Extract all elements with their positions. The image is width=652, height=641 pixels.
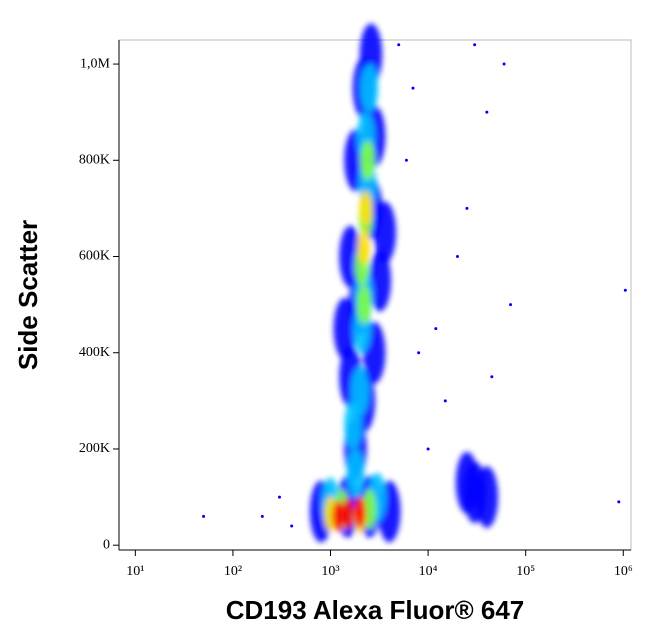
- event-dot: [465, 206, 469, 210]
- event-dot: [455, 255, 459, 259]
- x-tick-label: 10⁴: [419, 564, 438, 579]
- x-tick-label: 10¹: [126, 564, 144, 579]
- density-blob: [475, 466, 499, 528]
- x-tick-label: 10²: [224, 564, 242, 579]
- event-dot: [290, 524, 294, 528]
- event-dot: [434, 327, 438, 331]
- x-axis-title: CD193 Alexa Fluor® 647: [226, 595, 525, 625]
- event-dot: [623, 288, 627, 292]
- y-axis-title: Side Scatter: [13, 220, 43, 370]
- y-tick-label: 0: [103, 537, 110, 552]
- density-blob: [333, 297, 356, 360]
- event-dot: [490, 375, 494, 379]
- density-blob: [346, 448, 365, 498]
- event-dot: [473, 43, 477, 47]
- event-dot: [617, 500, 621, 504]
- density-blob: [368, 249, 392, 312]
- density-cloud: [309, 23, 499, 543]
- event-dot: [485, 110, 489, 114]
- density-blob: [360, 63, 379, 113]
- event-dot: [202, 514, 206, 518]
- event-dot: [397, 43, 401, 47]
- event-dot: [443, 399, 447, 403]
- density-blob: [455, 451, 479, 514]
- density-blob: [351, 367, 369, 416]
- x-tick-label: 10⁶: [614, 564, 633, 579]
- event-dot: [417, 351, 421, 355]
- density-blob: [373, 201, 397, 264]
- density-blob: [332, 500, 344, 532]
- density-blob: [354, 497, 366, 528]
- event-dot: [277, 495, 281, 499]
- event-dot: [404, 158, 408, 162]
- x-tick-label: 10³: [321, 564, 339, 579]
- density-blob: [357, 229, 371, 265]
- density-blob: [342, 498, 354, 530]
- density-blob: [356, 284, 372, 325]
- y-tick-label: 200K: [79, 441, 110, 456]
- x-tick-label: 10⁵: [516, 564, 535, 579]
- event-dot: [426, 447, 430, 451]
- density-blob: [360, 140, 375, 181]
- y-tick-label: 600K: [79, 249, 110, 264]
- y-tick-label: 1,0M: [80, 56, 111, 71]
- y-tick-label: 800K: [79, 153, 110, 168]
- event-dot: [502, 62, 506, 66]
- y-tick-label: 400K: [79, 345, 110, 360]
- event-dot: [411, 86, 415, 90]
- event-dot: [509, 303, 513, 307]
- density-blob: [359, 190, 373, 226]
- event-dot: [260, 514, 264, 518]
